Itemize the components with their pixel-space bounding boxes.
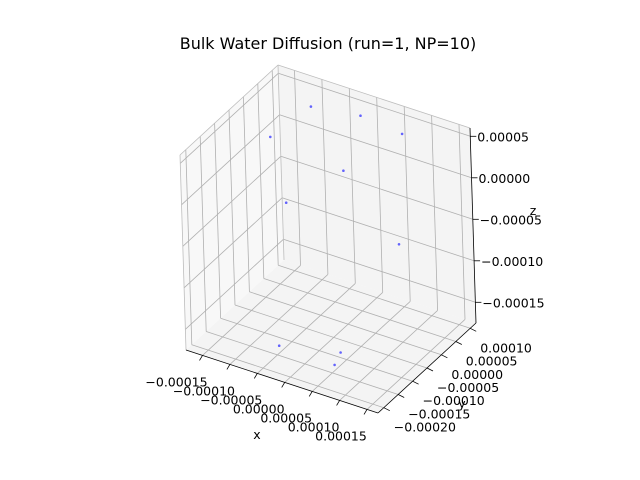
y-tick-label: 0.00005 xyxy=(466,354,518,369)
y-grid-floor xyxy=(234,304,428,369)
y-tick-mark xyxy=(412,380,419,385)
z-grid-left xyxy=(183,197,283,289)
z-grid-back xyxy=(280,155,473,220)
y-grid-left xyxy=(257,83,265,279)
y-grid-left xyxy=(199,136,207,332)
z-grid-left xyxy=(180,73,279,164)
x-grid-back xyxy=(294,70,301,266)
y-tick-label: 0.00010 xyxy=(480,340,532,355)
data-point xyxy=(342,169,345,172)
x-grid-back xyxy=(431,115,438,311)
y-grid-floor xyxy=(206,331,399,395)
x-tick-label: 0.00015 xyxy=(315,428,367,443)
data-point xyxy=(333,363,336,367)
y-tick-mark xyxy=(470,327,477,332)
x-tick-mark xyxy=(199,355,203,361)
y-grid-left xyxy=(214,123,221,319)
z-tick-label: −0.00010 xyxy=(481,254,543,269)
x-tick-label: 0.00000 xyxy=(233,401,285,416)
z-grid-left xyxy=(185,239,284,330)
x-tick-mark xyxy=(336,400,340,406)
x-grid-back xyxy=(348,88,356,284)
y-tick-label: −0.00005 xyxy=(437,380,499,395)
x-grid-back xyxy=(376,97,384,293)
z-tick-label: −0.00015 xyxy=(482,295,544,310)
y-tick-mark xyxy=(426,367,434,372)
x-grid-back xyxy=(458,124,466,320)
pane-edge xyxy=(277,64,285,261)
y-tick-label: −0.00015 xyxy=(408,407,470,422)
x-tick-mark xyxy=(253,373,258,379)
y-grid-left xyxy=(271,70,279,266)
y-grid-floor xyxy=(191,344,384,409)
z-axis-label: z xyxy=(530,203,537,218)
tick-marks: −0.00015−0.00010−0.000050.000000.000050.… xyxy=(145,129,544,443)
x-grid-back xyxy=(403,106,411,302)
data-point xyxy=(400,132,404,136)
data-point xyxy=(397,243,401,246)
y-tick-label: 0.00000 xyxy=(451,367,503,382)
data-point xyxy=(339,351,342,354)
y-axis-label: y xyxy=(458,396,466,411)
y-tick-mark xyxy=(441,354,448,359)
y-tick-label: −0.00010 xyxy=(423,393,485,408)
data-point xyxy=(277,344,281,348)
z-tick-label: −0.00005 xyxy=(480,212,542,227)
y-grid-floor xyxy=(263,278,456,342)
y-tick-label: −0.00020 xyxy=(394,420,456,435)
x-axis-line xyxy=(185,349,379,414)
data-points xyxy=(269,105,404,367)
y-grid-floor xyxy=(278,264,471,329)
z-tick-label: 0.00000 xyxy=(479,171,531,186)
x-tick-label: −0.00010 xyxy=(173,383,235,398)
y-tick-mark xyxy=(455,341,462,345)
y-tick-mark xyxy=(383,407,390,412)
x-tick-mark xyxy=(308,391,313,397)
y-grid-floor xyxy=(249,291,442,356)
data-point xyxy=(359,114,362,117)
y-grid-left xyxy=(185,149,193,345)
x-tick-label: 0.00005 xyxy=(260,410,312,425)
x-tick-mark xyxy=(281,382,286,388)
chart-title: Bulk Water Diffusion (run=1, NP=10) xyxy=(180,34,477,53)
x-axis-label: x xyxy=(253,427,260,442)
pane-edge xyxy=(179,154,187,351)
x-tick-label: 0.00010 xyxy=(288,419,340,434)
y-grid-floor xyxy=(220,317,413,382)
pane-edge xyxy=(179,64,279,156)
z-grid-back xyxy=(283,238,476,303)
y-grid-left xyxy=(243,96,250,292)
data-point xyxy=(269,135,272,139)
z-grid-back xyxy=(279,114,472,179)
z-grid-back xyxy=(278,72,471,137)
data-point xyxy=(309,105,313,108)
x-tick-mark xyxy=(226,364,231,370)
z-grid-back xyxy=(281,197,475,262)
z-tick-label: 0.00005 xyxy=(477,129,529,144)
x-tick-label: −0.00005 xyxy=(200,392,262,407)
x-grid-back xyxy=(321,79,329,275)
y-tick-mark xyxy=(398,394,405,398)
z-axis-line xyxy=(469,127,477,324)
data-point xyxy=(284,201,288,204)
y-grid-left xyxy=(228,109,236,306)
x-tick-label: −0.00015 xyxy=(145,374,207,389)
x-tick-mark xyxy=(363,409,368,415)
grid-lines xyxy=(179,64,476,410)
pane-edge xyxy=(277,64,471,129)
z-grid-left xyxy=(181,114,280,206)
z-grid-left xyxy=(182,156,282,247)
